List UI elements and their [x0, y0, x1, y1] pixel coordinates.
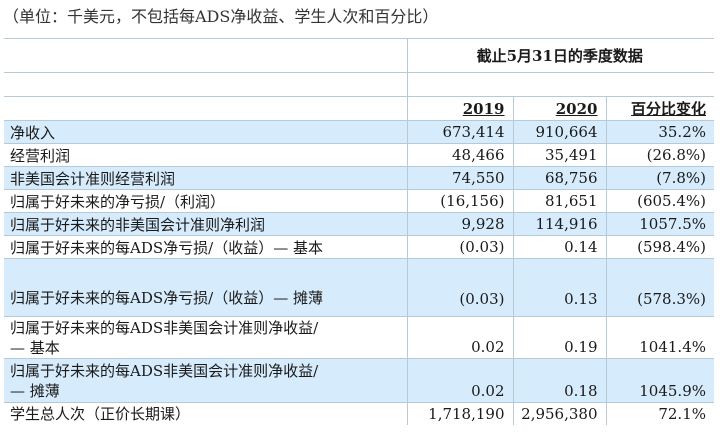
spacer-cell: [406, 72, 714, 97]
table-row: 学生总人次（正价长期课） 1,718,190 2,956,380 72.1%: [4, 402, 714, 425]
cell-2019: (0.03): [406, 258, 513, 317]
row-label: 归属于好未来的净亏损/（利润）: [4, 189, 407, 213]
cell-2020: 0.14: [512, 235, 606, 259]
column-header-change: 百分比变化: [630, 100, 706, 118]
table-row: 归属于好未来的每ADS非美国会计准则净收益/— 基本 0.02 0.19 104…: [4, 316, 714, 359]
column-header-2020: 2020: [555, 99, 598, 118]
cell-2019: 1,718,190: [406, 402, 513, 425]
row-label: 归属于好未来的每ADS净亏损/（收益）— 基本: [4, 235, 407, 259]
cell-2020: 0.13: [512, 258, 606, 317]
cell-change: (605.4%): [605, 189, 714, 213]
cell-2019: 0.02: [406, 358, 513, 403]
cell-2019: (16,156): [406, 189, 513, 213]
table-row: 归属于好未来的每ADS净亏损/（收益）— 摊薄 (0.03) 0.13 (578…: [4, 258, 714, 317]
row-label: 非美国会计准则经营利润: [4, 166, 407, 190]
cell-2020: 35,491: [512, 143, 606, 167]
row-label-line2: — 基本: [10, 338, 60, 357]
column-label-blank: [4, 96, 407, 121]
cell-2020: 0.18: [512, 358, 606, 403]
cell-2020: 910,664: [512, 120, 606, 144]
row-label-line1: 归属于好未来的每ADS非美国会计准则净收益/: [10, 318, 319, 337]
unit-note: （单位：千美元，不包括每ADS净收益、学生人次和百分比）: [3, 7, 439, 26]
table-row: 归属于好未来的净亏损/（利润） (16,156) 81,651 (605.4%): [4, 189, 714, 213]
header-blank-cell: [4, 38, 407, 73]
row-label-line2: — 摊薄: [10, 381, 60, 400]
cell-2019: 74,550: [406, 166, 513, 190]
row-label: 学生总人次（正价长期课）: [4, 402, 407, 425]
table-row: 经营利润 48,466 35,491 (26.8%): [4, 143, 714, 167]
column-header-2019: 2019: [462, 99, 505, 118]
row-label: 经营利润: [4, 143, 407, 167]
cell-change: 1057.5%: [605, 212, 714, 236]
cell-2019: 0.02: [406, 316, 513, 359]
financial-table: 截止5月31日的季度数据 2019 2020 百分比变化 净收入 673,414…: [4, 38, 714, 425]
row-label: 净收入: [4, 120, 407, 144]
table-row: 归属于好未来的每ADS非美国会计准则净收益/— 摊薄 0.02 0.18 104…: [4, 358, 714, 403]
table-row: 净收入 673,414 910,664 35.2%: [4, 120, 714, 144]
period-header: 截止5月31日的季度数据: [406, 38, 714, 73]
cell-2020: 114,916: [512, 212, 606, 236]
cell-change: 35.2%: [605, 120, 714, 144]
cell-2020: 0.19: [512, 316, 606, 359]
row-label: 归属于好未来的非美国会计准则净利润: [4, 212, 407, 236]
row-label-line1: 归属于好未来的每ADS非美国会计准则净收益/: [10, 361, 319, 380]
cell-2020: 81,651: [512, 189, 606, 213]
row-label: 归属于好未来的每ADS非美国会计准则净收益/— 摊薄: [4, 358, 407, 403]
cell-change: (578.3%): [605, 258, 714, 317]
row-label: 归属于好未来的每ADS净亏损/（收益）— 摊薄: [4, 258, 407, 317]
table-row: 非美国会计准则经营利润 74,550 68,756 (7.8%): [4, 166, 714, 190]
cell-2020: 68,756: [512, 166, 606, 190]
cell-change: (7.8%): [605, 166, 714, 190]
table-row: 归属于好未来的非美国会计准则净利润 9,928 114,916 1057.5%: [4, 212, 714, 236]
cell-change: 72.1%: [605, 402, 714, 425]
cell-change: (26.8%): [605, 143, 714, 167]
row-label: 归属于好未来的每ADS非美国会计准则净收益/— 基本: [4, 316, 407, 359]
cell-2019: (0.03): [406, 235, 513, 259]
cell-change: (598.4%): [605, 235, 714, 259]
table-row: 归属于好未来的每ADS净亏损/（收益）— 基本 (0.03) 0.14 (598…: [4, 235, 714, 259]
cell-change: 1045.9%: [605, 358, 714, 403]
cell-2020: 2,956,380: [512, 402, 606, 425]
cell-2019: 48,466: [406, 143, 513, 167]
spacer-cell: [4, 72, 407, 97]
cell-2019: 673,414: [406, 120, 513, 144]
cell-change: 1041.4%: [605, 316, 714, 359]
cell-2019: 9,928: [406, 212, 513, 236]
